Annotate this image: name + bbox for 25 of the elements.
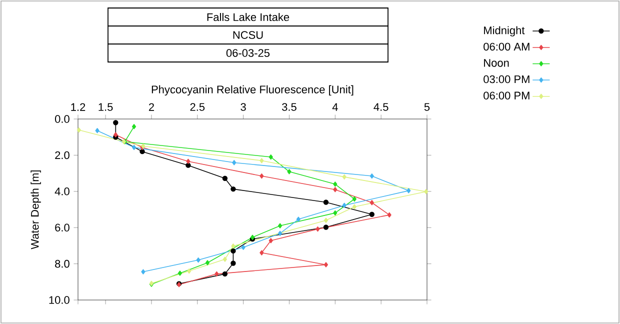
y-tick-label: 8.0 [55,260,70,268]
x-tick-label: 2.5 [190,103,205,111]
legend-label: 06:00 AM [484,42,530,51]
legend-label: Noon [484,59,509,67]
legend-label: 06:00 PM [484,92,530,100]
x-tick-label: 4.5 [374,103,388,111]
y-tick-label: 4.0 [54,188,70,196]
x-tick-label: 2 [148,103,154,111]
y-tick-label: 6.0 [55,224,70,232]
x-tick-label: 5 [424,103,430,111]
chart-subtitle: NCSU [233,31,263,39]
y-axis-title: Water Depth [m] [30,170,41,250]
legend-label: Midnight [484,26,525,36]
x-tick-label: 1.2 [71,103,86,111]
y-tick-label: 2.0 [55,151,70,160]
x-tick-label: 3.5 [282,103,296,111]
legend-label: 03:00 PM [484,75,530,84]
y-tick-label: 10.0 [49,296,70,304]
x-axis-title: Phycocyanin Relative Fluorescence [Unit] [152,85,354,96]
x-tick-label: 3 [240,103,246,111]
x-tick-label: 1.5 [98,103,113,111]
chart-title: Falls Lake Intake [207,12,290,22]
y-tick-label: 0.0 [55,115,70,123]
x-tick-label: 4 [332,103,338,111]
text: 06-03-25 [226,49,270,57]
